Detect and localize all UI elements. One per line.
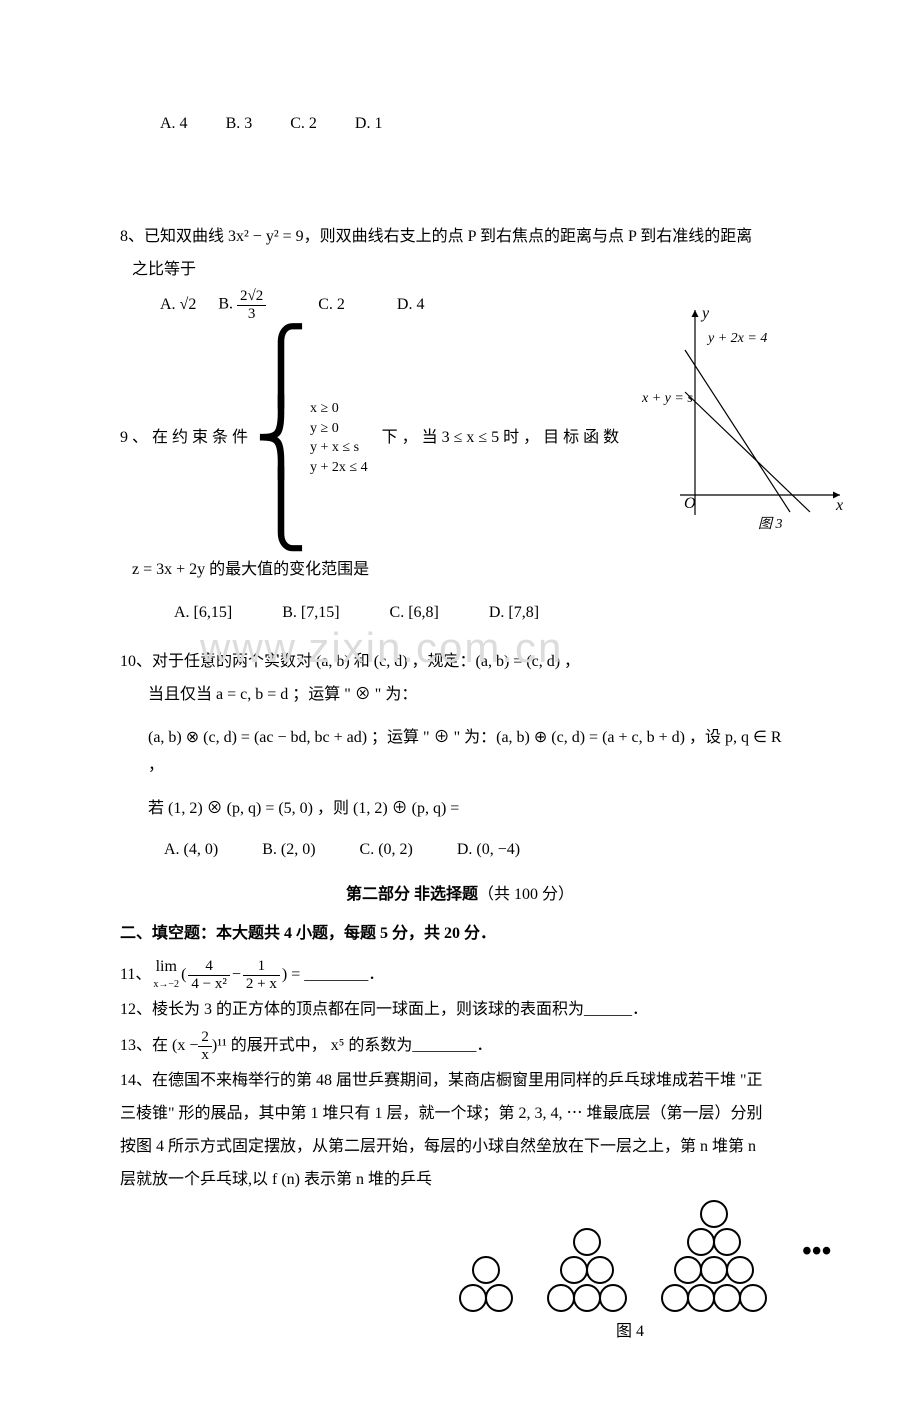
q9-prefix: 9 、 在 约 束 条 件 [120, 424, 248, 453]
pile-2 [548, 1228, 626, 1312]
q11-f1-num: 4 [188, 958, 229, 976]
q11-frac1: 4 4 − x² [188, 958, 229, 992]
ball-icon [726, 1256, 754, 1284]
q9-graph: y x O y + 2x = 4 x + y = s 图 3 [640, 300, 850, 530]
q8-text2: 之比等于 [120, 256, 800, 285]
ball-icon [687, 1228, 715, 1256]
ball-icon [573, 1284, 601, 1312]
pile-3 [662, 1200, 766, 1312]
ball-icon [560, 1256, 588, 1284]
q10-l4: 若 (1, 2) ⊗ (p, q) = (5, 0) ，则 (1, 2) ⊕ (… [120, 795, 800, 824]
q8-text: 8、已知双曲线 3x² − y² = 9，则双曲线右支上的点 P 到右焦点的距离… [120, 223, 800, 252]
q8-opt-b: B. 2√2 3 [218, 288, 266, 322]
q9-sys-3: y + x ≤ s [310, 440, 359, 455]
q11-f2-num: 1 [243, 958, 280, 976]
q11-frac2: 1 2 + x [243, 958, 280, 992]
part2-title: 第二部分 非选择题 [346, 886, 478, 903]
q10-l2: 当且仅当 a = c, b = d ；运算 " ⊗ " 为： [120, 681, 800, 710]
ball-figure: ••• [120, 1200, 800, 1312]
q8-optb-den: 3 [237, 306, 266, 323]
q10-opt-d: D. (0, −4) [457, 836, 520, 865]
graph-y-label: y [700, 305, 710, 322]
ball-icon [586, 1256, 614, 1284]
q11-f2-den: 2 + x [243, 976, 280, 993]
fig4-caption: 图 4 [120, 1318, 800, 1347]
q14-l1: 14、在德国不来梅举行的第 48 届世乒赛期间，某商店橱窗里用同样的乒乓球堆成若… [120, 1067, 800, 1096]
q11-minus: − [232, 961, 241, 990]
graph-eq1: y + 2x = 4 [706, 331, 767, 346]
q13-exp: )¹¹ 的展开式中， x⁵ 的系数为________． [212, 1032, 493, 1061]
q9-sys-1: x ≥ 0 [310, 401, 339, 416]
page: A. 4 B. 3 C. 2 D. 1 8、已知双曲线 3x² − y² = 9… [0, 0, 920, 1407]
ball-icon [687, 1284, 715, 1312]
q9-opt-c: C. [6,8] [390, 599, 439, 628]
q14-l2: 三棱锥" 形的展品，其中第 1 堆只有 1 层，就一个球；第 2, 3, 4, … [120, 1100, 800, 1129]
q7-opt-c: C. 2 [290, 110, 317, 139]
q9-sys-2: y ≥ 0 [310, 421, 339, 436]
q12: 12、棱长为 3 的正方体的顶点都在同一球面上，则该球的表面积为______． [120, 996, 800, 1025]
q10-opt-c: C. (0, 2) [360, 836, 413, 865]
q10-l1: 10、对于任意的两个实数对 (a, b) 和 (c, d) ，规定：(a, b)… [120, 648, 800, 677]
q8-optb-num: 2√2 [237, 288, 266, 306]
q10-options: A. (4, 0) B. (2, 0) C. (0, 2) D. (0, −4) [120, 836, 800, 865]
q8-opt-a: A. √2 [160, 291, 196, 320]
ball-icon [674, 1256, 702, 1284]
q10-opt-b: B. (2, 0) [262, 836, 315, 865]
ball-icon [700, 1200, 728, 1228]
ball-icon [599, 1284, 627, 1312]
q10-l3: (a, b) ⊗ (c, d) = (ac − bd, bc + ad) ；运算… [120, 724, 800, 782]
q9-opt-d: D. [7,8] [489, 599, 539, 628]
q9-options: A. [6,15] B. [7,15] C. [6,8] D. [7,8] [120, 599, 800, 628]
q13-frac-den: x [198, 1047, 212, 1064]
section2-title: 二、填空题：本大题共 4 小题，每题 5 分，共 20 分． [120, 920, 800, 949]
q11: 11、 lim x→−2 ( 4 4 − x² − 1 2 + x ) = __… [120, 958, 800, 992]
q7-opt-d: D. 1 [355, 110, 383, 139]
q8-optb-prefix: B. [218, 296, 233, 313]
ball-icon [700, 1256, 728, 1284]
ball-icon [485, 1284, 513, 1312]
q7-opt-b: B. 3 [226, 110, 253, 139]
q8-opt-c: C. 2 [288, 291, 345, 320]
graph-svg: y x O y + 2x = 4 x + y = s 图 3 [640, 300, 850, 530]
graph-eq2: x + y = s [641, 391, 693, 406]
q14-l4: 层就放一个乒乓球,以 f (n) 表示第 n 堆的乒乓 [120, 1166, 800, 1195]
q11-lim-sub: x→−2 [153, 979, 179, 990]
q11-lim: lim [156, 958, 177, 975]
q11-suffix: ) = ________． [282, 961, 384, 990]
ellipsis-icon: ••• [802, 1227, 831, 1285]
ball-icon [472, 1256, 500, 1284]
q9-opt-b: B. [7,15] [282, 599, 339, 628]
part2-score: （共 100 分） [478, 886, 574, 903]
q14-l3: 按图 4 所示方式固定摆放，从第二层开始，每层的小球自然垒放在下一层之上，第 n… [120, 1133, 800, 1162]
part2-header: 第二部分 非选择题（共 100 分） [120, 881, 800, 910]
q8-opt-d: D. 4 [367, 291, 425, 320]
q13: 13、在 (x − 2 x )¹¹ 的展开式中， x⁵ 的系数为________… [120, 1029, 800, 1063]
q9-mid: 下 ， 当 3 ≤ x ≤ 5 时 ， 目 标 函 数 [382, 424, 620, 453]
graph-caption: 图 3 [758, 516, 783, 530]
ball-icon [573, 1228, 601, 1256]
q11-prefix: 11、 [120, 961, 151, 990]
q13-frac-num: 2 [198, 1029, 212, 1047]
ball-icon [547, 1284, 575, 1312]
q8-optb-frac: 2√2 3 [237, 288, 266, 322]
q9-system: ⎧⎨⎩ x ≥ 0 y ≥ 0 y + x ≤ s y + 2x ≤ 4 [254, 330, 368, 546]
q7-options: A. 4 B. 3 C. 2 D. 1 [120, 110, 800, 139]
graph-O-label: O [684, 495, 696, 512]
ball-icon [713, 1284, 741, 1312]
q13-frac: 2 x [198, 1029, 212, 1063]
q9-opt-a: A. [6,15] [174, 599, 232, 628]
q9-sys-4: y + 2x ≤ 4 [310, 460, 368, 475]
graph-x-label: x [835, 497, 843, 514]
brace-icon: ⎧⎨⎩ [254, 330, 308, 546]
ball-icon [713, 1228, 741, 1256]
ball-icon [661, 1284, 689, 1312]
q13-prefix: 13、在 (x − [120, 1032, 198, 1061]
q7-opt-a: A. 4 [160, 110, 188, 139]
pile-1 [460, 1256, 512, 1312]
q9-line2: z = 3x + 2y 的最大值的变化范围是 [120, 556, 800, 585]
ball-icon [739, 1284, 767, 1312]
ball-icon [459, 1284, 487, 1312]
q11-f1-den: 4 − x² [188, 976, 229, 993]
q10-opt-a: A. (4, 0) [164, 836, 218, 865]
